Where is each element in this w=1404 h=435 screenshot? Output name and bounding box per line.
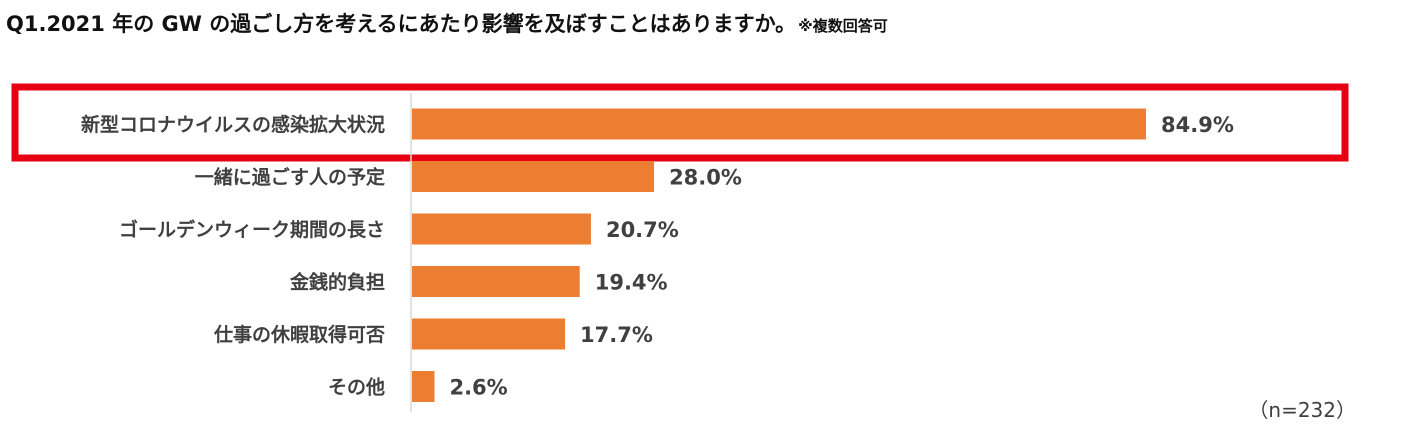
bar: [412, 318, 566, 350]
bar: [412, 266, 580, 297]
category-label: その他: [328, 376, 385, 399]
value-label: 28.0%: [669, 166, 742, 190]
bar: [412, 213, 591, 245]
value-label: 20.7%: [606, 218, 679, 242]
highlight-frame: [11, 83, 1349, 162]
bar: [412, 108, 1146, 140]
category-label: 金銭的負担: [289, 271, 385, 294]
value-label: 19.4%: [595, 271, 668, 295]
value-label: 84.9%: [1161, 113, 1234, 137]
bar: [412, 161, 655, 192]
category-label: ゴールデンウィーク期間の長さ: [119, 218, 385, 241]
value-label: 17.7%: [580, 323, 653, 347]
category-label: 仕事の休暇取得可否: [213, 323, 385, 346]
category-label: 一緒に過ごす人の予定: [195, 166, 385, 189]
value-label: 2.6%: [449, 376, 507, 400]
title-question: Q1.2021 年の GW の過ごし方を考えるにあたり影響を及ぼすことはあります…: [6, 12, 797, 36]
sample-size-note: （n=232）: [1248, 398, 1356, 422]
bar: [412, 371, 435, 402]
title-note: ※複数回答可: [798, 17, 888, 35]
chart-title: Q1.2021 年の GW の過ごし方を考えるにあたり影響を及ぼすことはあります…: [6, 8, 888, 38]
category-label: 新型コロナウイルスの感染拡大状況: [81, 113, 385, 136]
